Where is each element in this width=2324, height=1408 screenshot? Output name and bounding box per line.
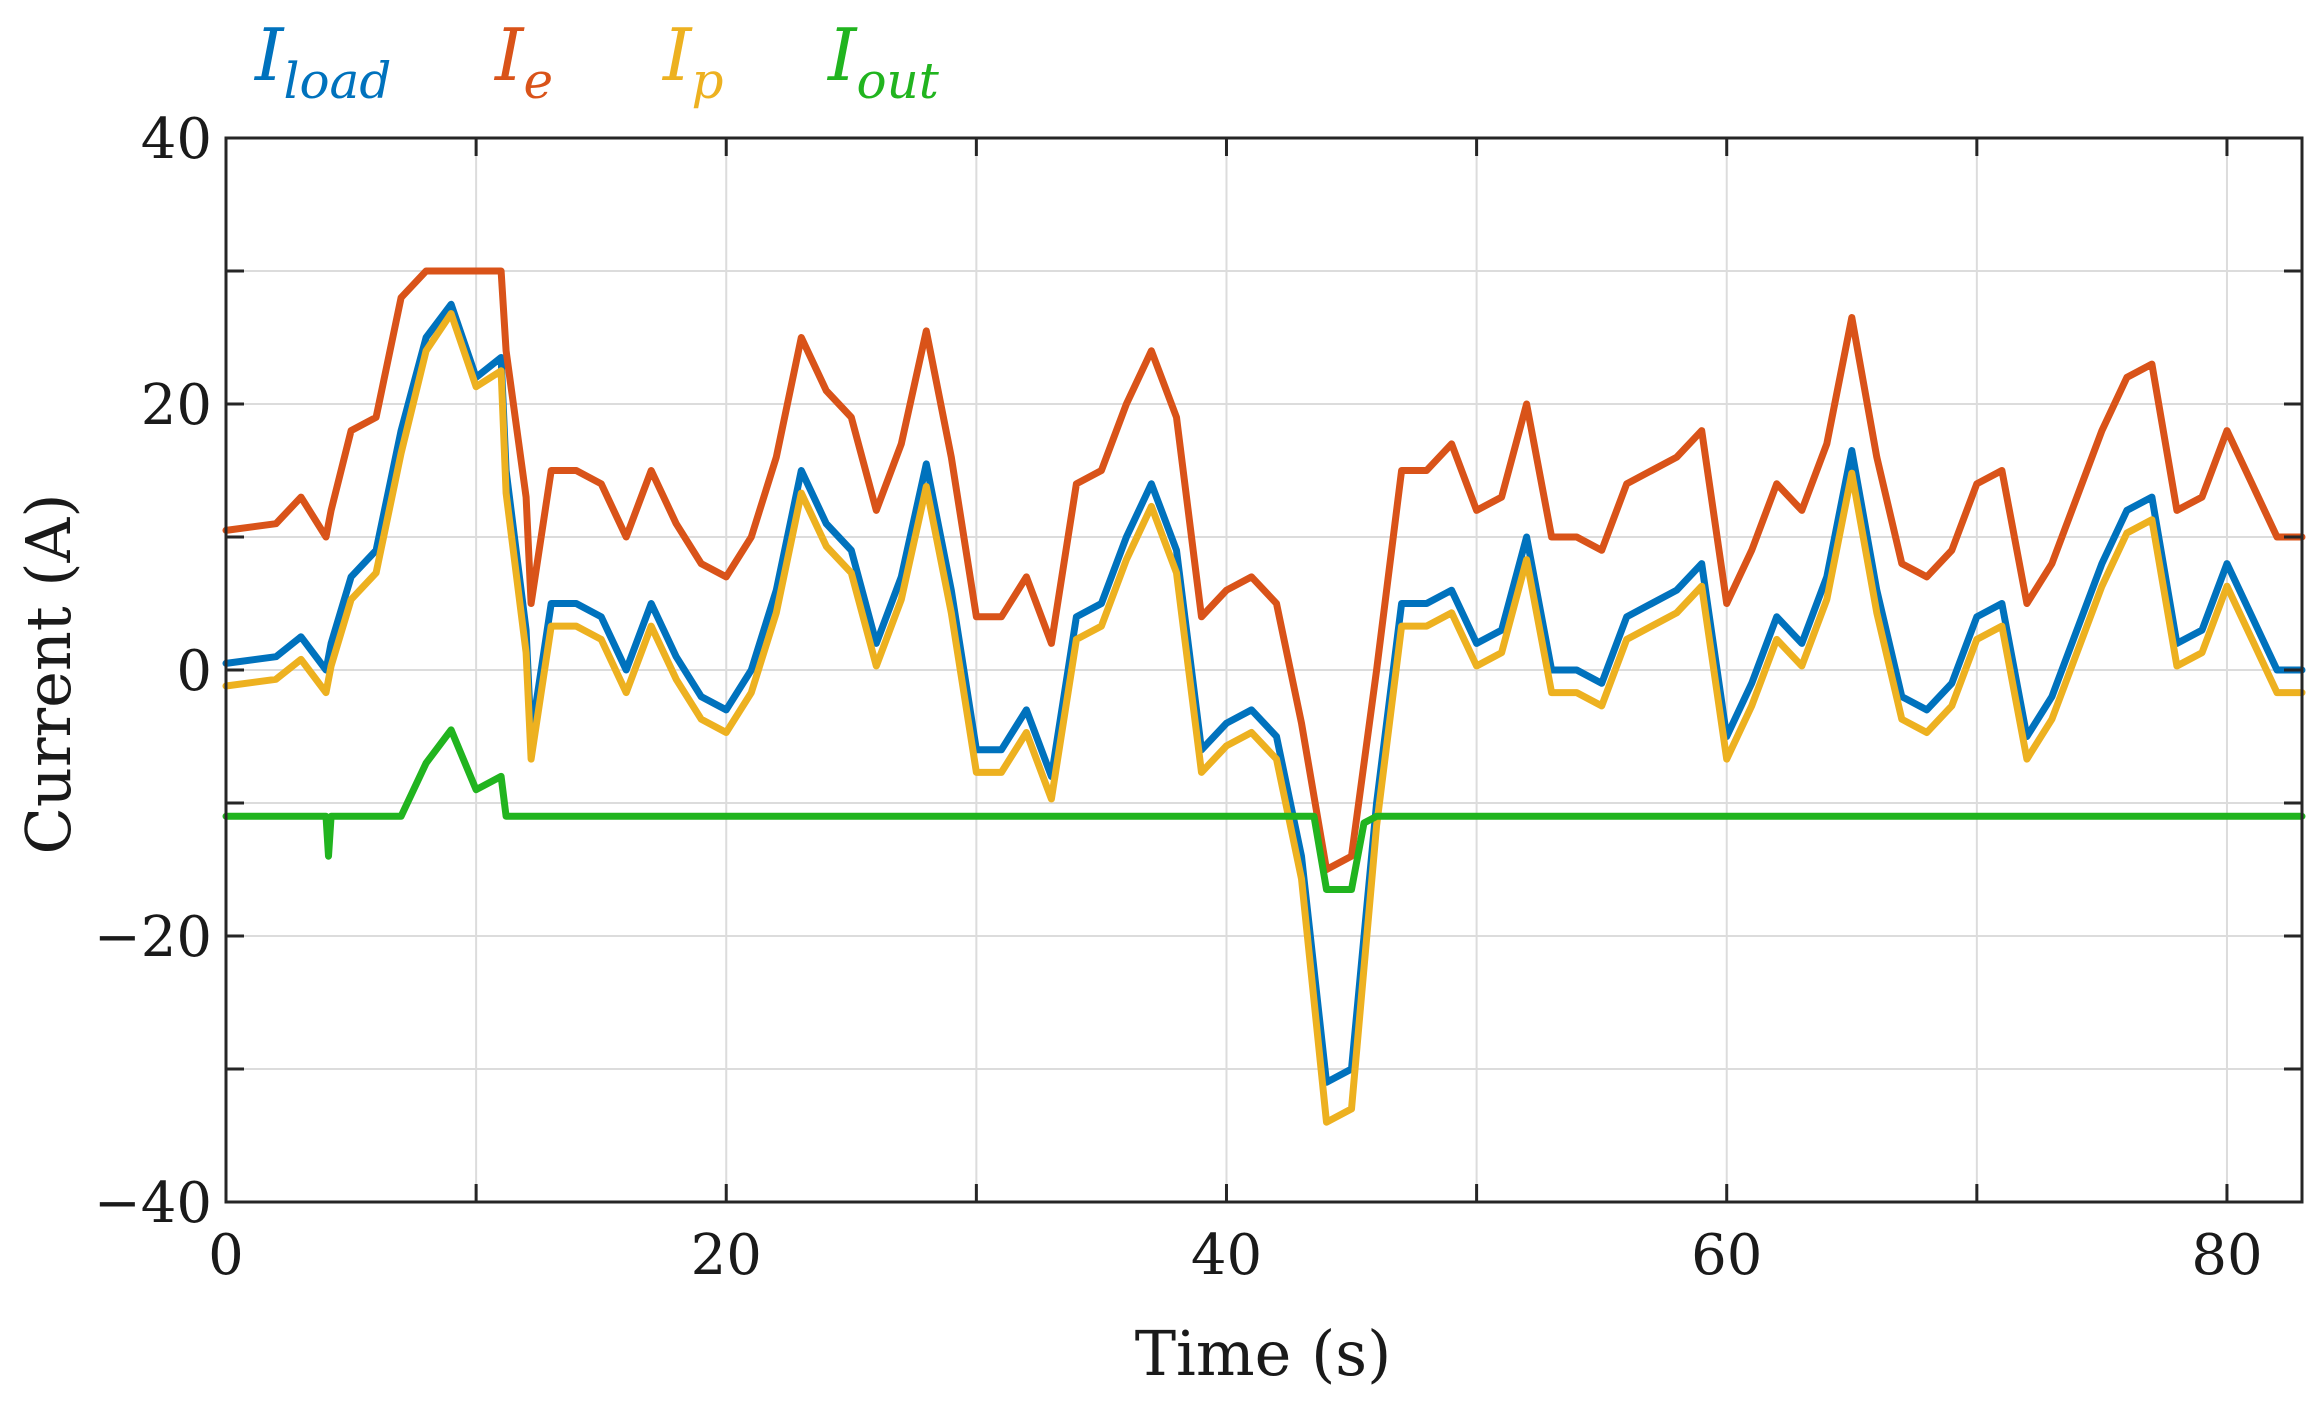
x-tick-label: 80	[2191, 1223, 2262, 1288]
x-tick-label: 60	[1691, 1223, 1762, 1288]
legend-symbol: I	[661, 13, 693, 97]
series-lines	[222, 267, 2306, 1126]
x-tick-label: 0	[208, 1223, 244, 1288]
series-line-i-out	[222, 726, 2306, 893]
legend-entry-i-e: Ie	[493, 13, 553, 110]
series-line-i-e	[222, 267, 2306, 873]
x-tick-label: 40	[1191, 1223, 1262, 1288]
x-tick-label: 20	[691, 1223, 762, 1288]
ticks: 0 20 40 60 80 −40 −20 0 20 40	[94, 107, 2302, 1288]
legend-symbol: I	[493, 13, 525, 97]
legend-symbol: I	[826, 13, 858, 97]
y-tick-label: −40	[94, 1171, 212, 1236]
legend-subscript: out	[856, 52, 939, 110]
y-tick-label: 0	[176, 639, 212, 704]
legend: Iload Ie Ip Iout	[253, 13, 940, 110]
series-line-i-p	[222, 310, 2306, 1126]
y-tick-label: 20	[141, 373, 212, 438]
y-tick-label: −20	[94, 905, 212, 970]
legend-entry-i-out: Iout	[826, 13, 940, 110]
legend-subscript: p	[691, 52, 723, 110]
legend-subscript: load	[283, 52, 391, 110]
legend-entry-i-p: Ip	[661, 13, 723, 110]
legend-symbol: I	[253, 13, 285, 97]
y-axis-label: Current (A)	[12, 493, 85, 854]
legend-entry-i-load: Iload	[253, 13, 391, 110]
legend-subscript: e	[523, 52, 553, 110]
x-axis-label: Time (s)	[1135, 1317, 1392, 1390]
y-tick-label: 40	[141, 107, 212, 172]
